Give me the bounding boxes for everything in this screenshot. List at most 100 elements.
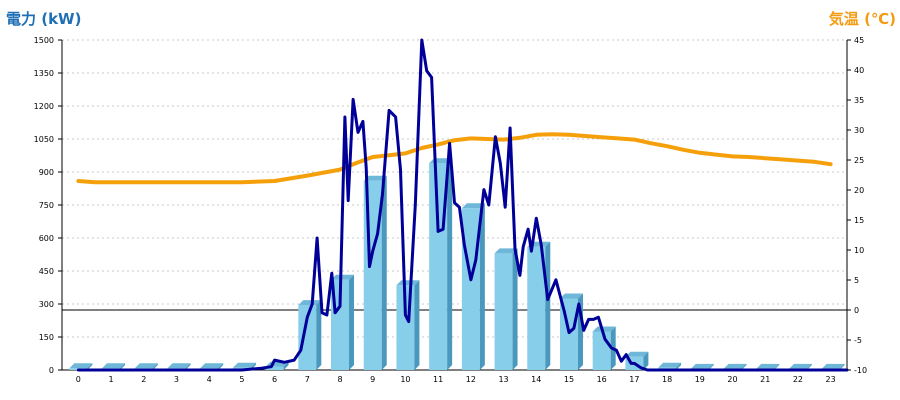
bar-top (167, 363, 191, 369)
x-tick-label: 21 (760, 375, 770, 384)
right-tick-label: 20 (854, 186, 864, 195)
bar-top (788, 363, 812, 369)
x-tick-label: 19 (695, 375, 705, 384)
bar-top (559, 293, 583, 299)
temperature-line (76, 132, 833, 185)
bar-top (232, 362, 256, 368)
bar-top (592, 326, 616, 332)
bar-top (461, 203, 485, 209)
x-tick-label: 8 (337, 375, 342, 384)
power-bar (396, 280, 420, 370)
bar-top (331, 274, 355, 280)
x-tick-label: 14 (531, 375, 541, 384)
bar-top (298, 300, 322, 306)
x-tick-label: 6 (272, 375, 277, 384)
bar-side (545, 241, 551, 370)
right-tick-label: -10 (854, 366, 867, 375)
bar-top (69, 363, 93, 369)
left-tick-label: 150 (39, 333, 54, 342)
x-tick-label: 23 (826, 375, 836, 384)
x-tick-label: 17 (629, 375, 639, 384)
bar-side (316, 300, 322, 370)
bar-top (625, 351, 649, 357)
left-tick-label: 900 (39, 168, 54, 177)
left-axis-ticks: 0 150 300 450 600 750 900 1050 1200 1350 1500 (34, 36, 62, 375)
power-bar (494, 248, 518, 370)
power-bar (461, 203, 485, 370)
axes (61, 40, 848, 371)
x-tick-label: 16 (597, 375, 607, 384)
power-bar (298, 300, 322, 370)
left-tick-label: 1500 (34, 36, 54, 45)
x-tick-label: 18 (662, 375, 672, 384)
x-tick-label: 22 (793, 375, 803, 384)
bar-side (87, 363, 93, 370)
series-lines (76, 38, 849, 372)
bar-side (806, 363, 812, 370)
x-tick-label: 7 (305, 375, 310, 384)
right-tick-label: 10 (854, 246, 864, 255)
right-tick-label: 15 (854, 216, 864, 225)
bar-side (152, 363, 158, 370)
bar-side (218, 363, 224, 370)
bar-top (723, 363, 747, 369)
x-tick-label: 5 (239, 375, 244, 384)
power-bars (69, 158, 845, 370)
left-tick-label: 0 (49, 366, 54, 375)
right-tick-label: 30 (854, 126, 864, 135)
left-axis-title: 電力 (kW) (6, 10, 81, 28)
bar-side (447, 158, 453, 370)
bar-side (676, 362, 682, 370)
left-tick-label: 1200 (34, 102, 54, 111)
bar-side (120, 363, 126, 370)
bar-top (396, 280, 420, 286)
bar-side (283, 361, 289, 370)
right-axis-title: 気温 (℃) (829, 10, 896, 28)
right-tick-label: 5 (854, 276, 859, 285)
right-tick-label: 35 (854, 96, 864, 105)
left-tick-label: 1350 (34, 69, 54, 78)
x-tick-label: 0 (76, 375, 81, 384)
x-tick-label: 12 (466, 375, 476, 384)
bar-front (494, 253, 513, 370)
right-tick-label: 0 (854, 306, 859, 315)
bar-top (363, 175, 387, 181)
x-tick-label: 2 (141, 375, 146, 384)
right-tick-label: 45 (854, 36, 864, 45)
bar-side (741, 363, 747, 370)
right-tick-label: -5 (854, 336, 862, 345)
bar-front (527, 246, 546, 370)
bar-top (102, 363, 126, 369)
x-tick-label: 9 (370, 375, 375, 384)
gridlines (62, 39, 847, 338)
left-tick-label: 450 (39, 267, 54, 276)
bar-side (349, 274, 355, 370)
x-tick-label: 11 (433, 375, 443, 384)
power-line (76, 38, 849, 372)
right-axis-ticks: -10 -5 0 5 10 15 20 25 30 35 40 45 (847, 36, 867, 375)
power-bar (527, 241, 551, 370)
bar-top (821, 363, 845, 369)
left-tick-label: 1050 (34, 135, 54, 144)
x-tick-label: 20 (727, 375, 737, 384)
bar-front (429, 163, 448, 370)
bar-side (774, 363, 780, 370)
bar-side (643, 351, 649, 370)
bar-top (756, 363, 780, 369)
left-tick-label: 750 (39, 201, 54, 210)
bar-top (658, 362, 682, 368)
bar-side (381, 175, 387, 370)
bar-side (479, 203, 485, 370)
bar-front (592, 331, 611, 370)
x-tick-label: 10 (400, 375, 410, 384)
power-bar (429, 158, 453, 370)
x-tick-label: 3 (174, 375, 179, 384)
bar-front (298, 305, 317, 370)
left-tick-label: 600 (39, 234, 54, 243)
right-tick-label: 40 (854, 66, 864, 75)
bar-side (512, 248, 518, 370)
x-axis-ticks: 0 1 2 3 4 5 6 7 8 9 10 11 12 13 14 15 16 17 18 19 20 21 22 23 (76, 375, 836, 384)
bar-side (414, 280, 420, 370)
bar-side (839, 363, 845, 370)
